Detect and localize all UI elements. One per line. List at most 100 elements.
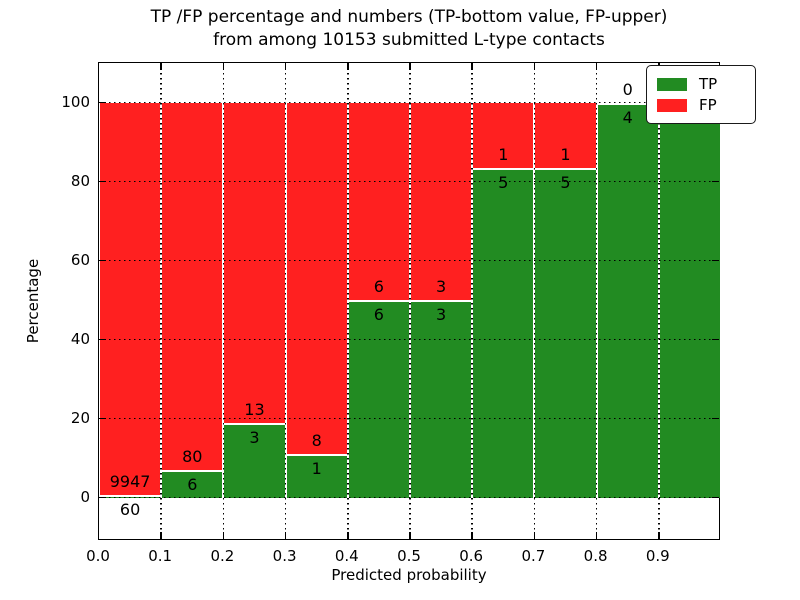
horizontal-gridline	[99, 259, 719, 262]
fp-count-label: 1	[498, 145, 509, 165]
chart-title: TP /FP percentage and numbers (TP-bottom…	[98, 6, 720, 52]
tp-count-label: 3	[436, 305, 447, 325]
x-tick-mark-top	[533, 63, 536, 70]
fp-count-label: 1	[560, 145, 571, 165]
x-tick-mark-bottom	[284, 532, 287, 539]
legend-row: FP	[657, 95, 745, 115]
fp-count-label: 13	[244, 400, 265, 420]
fp-count-label: 3	[436, 277, 447, 297]
vertical-gridline	[409, 63, 411, 539]
horizontal-gridline	[99, 496, 719, 499]
tp-count-label: 6	[187, 474, 198, 494]
y-tick-mark-left	[99, 101, 106, 104]
horizontal-gridline	[99, 338, 719, 341]
tp-bar-segment	[658, 102, 721, 498]
vertical-gridline	[347, 63, 349, 539]
x-tick-mark-bottom	[347, 532, 349, 539]
grid-layer	[99, 63, 719, 539]
y-tick-mark-left	[99, 417, 106, 420]
tp-count-label: 4	[622, 107, 633, 127]
horizontal-gridline	[99, 417, 719, 420]
fp-legend-swatch	[657, 98, 687, 112]
tp-count-label: 60	[119, 500, 141, 520]
x-tick-label: 0.4	[334, 547, 359, 565]
vertical-gridline	[160, 63, 162, 539]
y-tick-mark-left	[99, 180, 106, 183]
chart-title-line2: from among 10153 submitted L-type contac…	[213, 30, 605, 50]
y-tick-mark-right	[712, 417, 719, 420]
tp-count-label: 1	[311, 458, 322, 478]
tp-bar-segment	[534, 168, 597, 498]
tp-bar-segment	[347, 300, 410, 498]
x-tick-mark-bottom	[160, 532, 162, 539]
x-tick-label: 0.6	[459, 547, 484, 565]
fp-count-label: 8	[311, 430, 322, 450]
y-tick-mark-left	[99, 496, 106, 499]
vertical-gridline	[533, 63, 536, 539]
y-tick-mark-right	[712, 180, 719, 183]
x-tick-mark-bottom	[471, 532, 473, 539]
vertical-gridline	[471, 63, 473, 539]
tp-count-label: 6	[373, 305, 384, 325]
legend-label-tp: TP	[699, 75, 718, 93]
tp-legend-swatch	[657, 77, 687, 91]
y-tick-mark-right	[712, 496, 719, 499]
legend-row: TP	[657, 74, 745, 94]
y-tick-label: 40	[70, 329, 90, 348]
x-tick-mark-bottom	[533, 532, 536, 539]
fp-bar-segment	[347, 102, 410, 301]
x-tick-mark-top	[284, 63, 287, 70]
x-tick-mark-top	[222, 63, 225, 70]
tp-count-label: 3	[249, 428, 260, 448]
fp-count-label: 6	[373, 277, 384, 297]
x-tick-mark-top	[160, 63, 162, 70]
horizontal-gridline	[99, 101, 719, 104]
fp-bar-segment	[285, 102, 348, 454]
x-tick-mark-top	[595, 63, 598, 70]
x-tick-mark-top	[471, 63, 473, 70]
vertical-gridline	[658, 63, 660, 539]
x-tick-mark-bottom	[409, 532, 411, 539]
horizontal-gridline	[99, 180, 719, 183]
x-axis-label: Predicted probability	[331, 566, 487, 584]
y-tick-mark-right	[712, 338, 719, 341]
vertical-gridline	[222, 63, 225, 539]
x-tick-mark-bottom	[595, 532, 598, 539]
x-tick-label: 0.5	[397, 547, 421, 565]
tp-count-label: 5	[560, 173, 571, 193]
y-tick-mark-left	[99, 259, 106, 262]
vertical-gridline	[284, 63, 287, 539]
y-tick-label: 60	[70, 250, 90, 269]
y-tick-label: 100	[61, 92, 90, 111]
legend: TP FP	[646, 65, 756, 124]
fp-count-label: 0	[622, 79, 633, 99]
x-tick-label: 0.2	[210, 547, 235, 565]
tp-bar-segment	[410, 300, 473, 498]
x-tick-mark-top	[347, 63, 349, 70]
x-tick-label: 0.7	[521, 547, 546, 565]
x-tick-mark-bottom	[222, 532, 225, 539]
tp-count-label: 5	[498, 173, 509, 193]
plot-area: 9947608061338166331515041	[98, 62, 721, 540]
bar-labels-layer: 9947608061338166331515041	[99, 63, 719, 539]
y-tick-label: 20	[70, 408, 90, 427]
x-tick-mark-top	[409, 63, 411, 70]
ticks-layer	[99, 63, 719, 539]
tp-bar-segment	[596, 102, 659, 498]
x-tick-label: 0.0	[86, 547, 110, 565]
y-tick-label: 0	[80, 487, 90, 506]
chart-title-line1: TP /FP percentage and numbers (TP-bottom…	[150, 7, 668, 27]
y-axis-label: Percentage	[24, 258, 42, 344]
y-tick-label: 80	[70, 171, 90, 190]
y-tick-mark-left	[99, 338, 106, 341]
fp-count-label: 80	[182, 446, 203, 466]
x-tick-label: 0.1	[148, 547, 173, 565]
x-tick-mark-bottom	[658, 532, 660, 539]
vertical-gridline	[595, 63, 598, 539]
x-tick-label: 0.9	[645, 547, 670, 565]
fp-count-label: 9947	[109, 472, 151, 492]
y-tick-mark-right	[712, 259, 719, 262]
x-tick-label: 0.3	[272, 547, 297, 565]
x-tick-label: 0.8	[583, 547, 608, 565]
